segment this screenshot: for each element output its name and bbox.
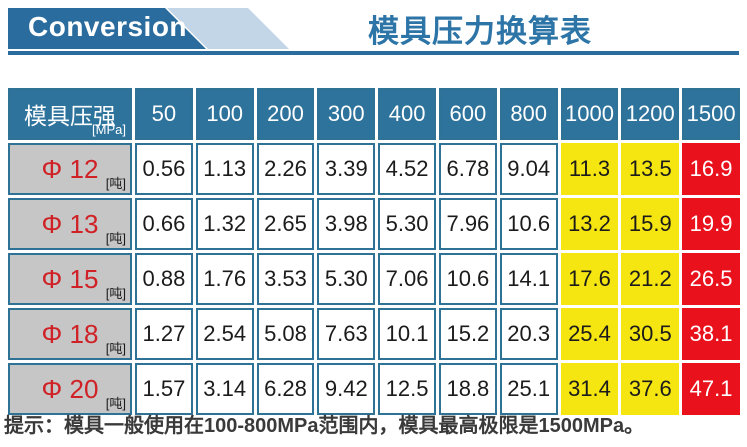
value-cell: 2.65	[256, 198, 315, 250]
pressure-column-header: 1200	[621, 88, 680, 140]
diameter-label-cell: Φ 15 [吨]	[8, 253, 132, 305]
footer-note: 提示：模具一般使用在100-800MPa范围内，模具最高极限是1500MPa。	[4, 415, 645, 437]
value-cell: 3.53	[256, 253, 315, 305]
pressure-column-header: 1500	[682, 88, 740, 140]
diameter-label-cell: Φ 12 [吨]	[8, 143, 132, 195]
value-cell: 5.30	[378, 198, 436, 250]
value-cell: 15.9	[621, 198, 680, 250]
diameter-label-cell: Φ 18 [吨]	[8, 308, 132, 360]
value-cell: 25.1	[499, 363, 558, 415]
value-cell: 1.57	[135, 363, 193, 415]
table-header: 模具压强 [MPa] 50 100 200 300 400 600 800 1000 1200 1…	[8, 88, 740, 140]
pressure-column-header: 800	[499, 88, 558, 140]
page-title: 模具压力换算表	[368, 14, 592, 49]
value-cell: 7.96	[438, 198, 497, 250]
pressure-column-header: 1000	[560, 88, 619, 140]
value-cell: 2.54	[195, 308, 254, 360]
pressure-column-header: 100	[195, 88, 254, 140]
value-cell: 2.26	[256, 143, 315, 195]
header-divider	[8, 51, 739, 55]
pressure-conversion-table: 模具压强 [MPa] 50 100 200 300 400 600 800 1000 1200 1…	[5, 85, 743, 418]
diameter-unit: [吨]	[105, 396, 126, 411]
value-cell: 3.14	[195, 363, 254, 415]
pressure-column-header: 400	[378, 88, 436, 140]
corner-header-unit: [MPa]	[92, 122, 126, 137]
table-row: Φ 20 [吨] 1.57 3.14 6.28 9.42 12.5 18.8 25.1 31.4 3…	[8, 363, 740, 415]
diameter-unit: [吨]	[105, 176, 126, 191]
value-cell: 13.5	[621, 143, 680, 195]
value-cell: 37.6	[621, 363, 680, 415]
table-row: Φ 15 [吨] 0.88 1.76 3.53 5.30 7.06 10.6 14.1 17.6 2…	[8, 253, 740, 305]
value-cell: 1.27	[135, 308, 193, 360]
value-cell: 16.9	[682, 143, 740, 195]
value-cell: 38.1	[682, 308, 740, 360]
table-row: Φ 12 [吨] 0.56 1.13 2.26 3.39 4.52 6.78 9.04 11.3 1…	[8, 143, 740, 195]
pressure-column-header: 300	[317, 88, 376, 140]
value-cell: 6.78	[438, 143, 497, 195]
diameter-label: Φ 13	[41, 208, 99, 239]
value-cell: 0.88	[135, 253, 193, 305]
diameter-label-cell: Φ 13 [吨]	[8, 198, 132, 250]
value-cell: 26.5	[682, 253, 740, 305]
value-cell: 31.4	[560, 363, 619, 415]
diameter-unit: [吨]	[105, 231, 126, 246]
value-cell: 5.08	[256, 308, 315, 360]
value-cell: 9.04	[499, 143, 558, 195]
corner-header-cell: 模具压强 [MPa]	[8, 88, 132, 140]
table-body: Φ 12 [吨] 0.56 1.13 2.26 3.39 4.52 6.78 9.04 11.3 1…	[8, 143, 740, 415]
value-cell: 7.63	[317, 308, 376, 360]
pressure-column-header: 600	[438, 88, 497, 140]
value-cell: 12.5	[378, 363, 436, 415]
value-cell: 3.98	[317, 198, 376, 250]
value-cell: 19.9	[682, 198, 740, 250]
value-cell: 30.5	[621, 308, 680, 360]
value-cell: 1.76	[195, 253, 254, 305]
value-cell: 10.1	[378, 308, 436, 360]
value-cell: 5.30	[317, 253, 376, 305]
value-cell: 1.13	[195, 143, 254, 195]
value-cell: 6.28	[256, 363, 315, 415]
value-cell: 9.42	[317, 363, 376, 415]
value-cell: 15.2	[438, 308, 497, 360]
value-cell: 47.1	[682, 363, 740, 415]
table-row: Φ 13 [吨] 0.66 1.32 2.65 3.98 5.30 7.96 10.6 13.2 1…	[8, 198, 740, 250]
value-cell: 7.06	[378, 253, 436, 305]
diameter-unit: [吨]	[105, 286, 126, 301]
diameter-label-cell: Φ 20 [吨]	[8, 363, 132, 415]
pressure-column-header: 50	[135, 88, 193, 140]
corner-header-label: 模具压强	[24, 103, 116, 129]
value-cell: 25.4	[560, 308, 619, 360]
value-cell: 4.52	[378, 143, 436, 195]
value-cell: 14.1	[499, 253, 558, 305]
value-cell: 3.39	[317, 143, 376, 195]
value-cell: 10.6	[499, 198, 558, 250]
value-cell: 1.32	[195, 198, 254, 250]
table-row: Φ 18 [吨] 1.27 2.54 5.08 7.63 10.1 15.2 20.3 25.4 3…	[8, 308, 740, 360]
diameter-label: Φ 12	[41, 153, 99, 184]
diameter-unit: [吨]	[105, 341, 126, 356]
value-cell: 10.6	[438, 253, 497, 305]
value-cell: 0.56	[135, 143, 193, 195]
diameter-label: Φ 20	[41, 373, 99, 404]
value-cell: 18.8	[438, 363, 497, 415]
pressure-column-header: 200	[256, 88, 315, 140]
value-cell: 11.3	[560, 143, 619, 195]
value-cell: 20.3	[499, 308, 558, 360]
value-cell: 13.2	[560, 198, 619, 250]
table-header-row: 模具压强 [MPa] 50 100 200 300 400 600 800 1000 1200 1…	[8, 88, 740, 140]
value-cell: 0.66	[135, 198, 193, 250]
banner-label: Conversion	[28, 11, 188, 42]
value-cell: 17.6	[560, 253, 619, 305]
diameter-label: Φ 18	[41, 318, 99, 349]
diameter-label: Φ 15	[41, 263, 99, 294]
value-cell: 21.2	[621, 253, 680, 305]
